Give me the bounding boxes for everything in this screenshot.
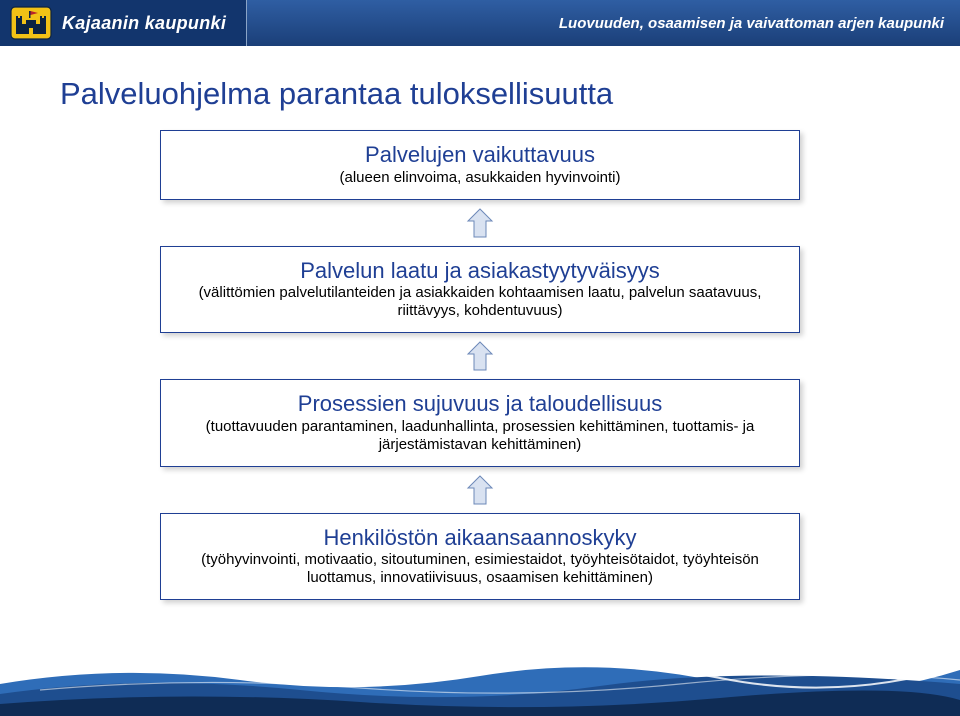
header-bar: Kajaanin kaupunki Luovuuden, osaamisen j… bbox=[0, 0, 960, 46]
box-4-sub: (työhyvinvointi, motivaatio, sitoutumine… bbox=[179, 551, 781, 587]
slide-content: Palveluohjelma parantaa tuloksellisuutta… bbox=[0, 46, 960, 650]
box-4: Henkilöstön aikaansaannoskyky (työhyvinv… bbox=[160, 513, 800, 601]
header-tagline-area: Luovuuden, osaamisen ja vaivattoman arje… bbox=[246, 0, 960, 46]
wave-graphic-icon bbox=[0, 650, 960, 716]
box-1: Palvelujen vaikuttavuus (alueen elinvoim… bbox=[160, 130, 800, 200]
box-2-sub: (välittömien palvelutilanteiden ja asiak… bbox=[179, 284, 781, 320]
arrow-up-icon bbox=[466, 208, 494, 238]
footer-wave bbox=[0, 650, 960, 716]
box-2-title: Palvelun laatu ja asiakastyytyväisyys bbox=[179, 257, 781, 285]
box-3-title: Prosessien sujuvuus ja taloudellisuus bbox=[179, 390, 781, 418]
box-2: Palvelun laatu ja asiakastyytyväisyys (v… bbox=[160, 246, 800, 334]
arrow-up-icon bbox=[466, 341, 494, 371]
box-3: Prosessien sujuvuus ja taloudellisuus (t… bbox=[160, 379, 800, 467]
header-left: Kajaanin kaupunki bbox=[0, 0, 246, 46]
brand-name: Kajaanin kaupunki bbox=[62, 13, 226, 34]
page-title: Palveluohjelma parantaa tuloksellisuutta bbox=[60, 76, 900, 112]
kajaani-logo-icon bbox=[10, 6, 52, 40]
box-1-sub: (alueen elinvoima, asukkaiden hyvinvoint… bbox=[179, 169, 781, 187]
flow-diagram: Palvelujen vaikuttavuus (alueen elinvoim… bbox=[60, 130, 900, 640]
box-1-title: Palvelujen vaikuttavuus bbox=[179, 141, 781, 169]
box-4-title: Henkilöstön aikaansaannoskyky bbox=[179, 524, 781, 552]
arrow-up-icon bbox=[466, 475, 494, 505]
header-tagline: Luovuuden, osaamisen ja vaivattoman arje… bbox=[559, 15, 944, 32]
box-3-sub: (tuottavuuden parantaminen, laadunhallin… bbox=[179, 418, 781, 454]
